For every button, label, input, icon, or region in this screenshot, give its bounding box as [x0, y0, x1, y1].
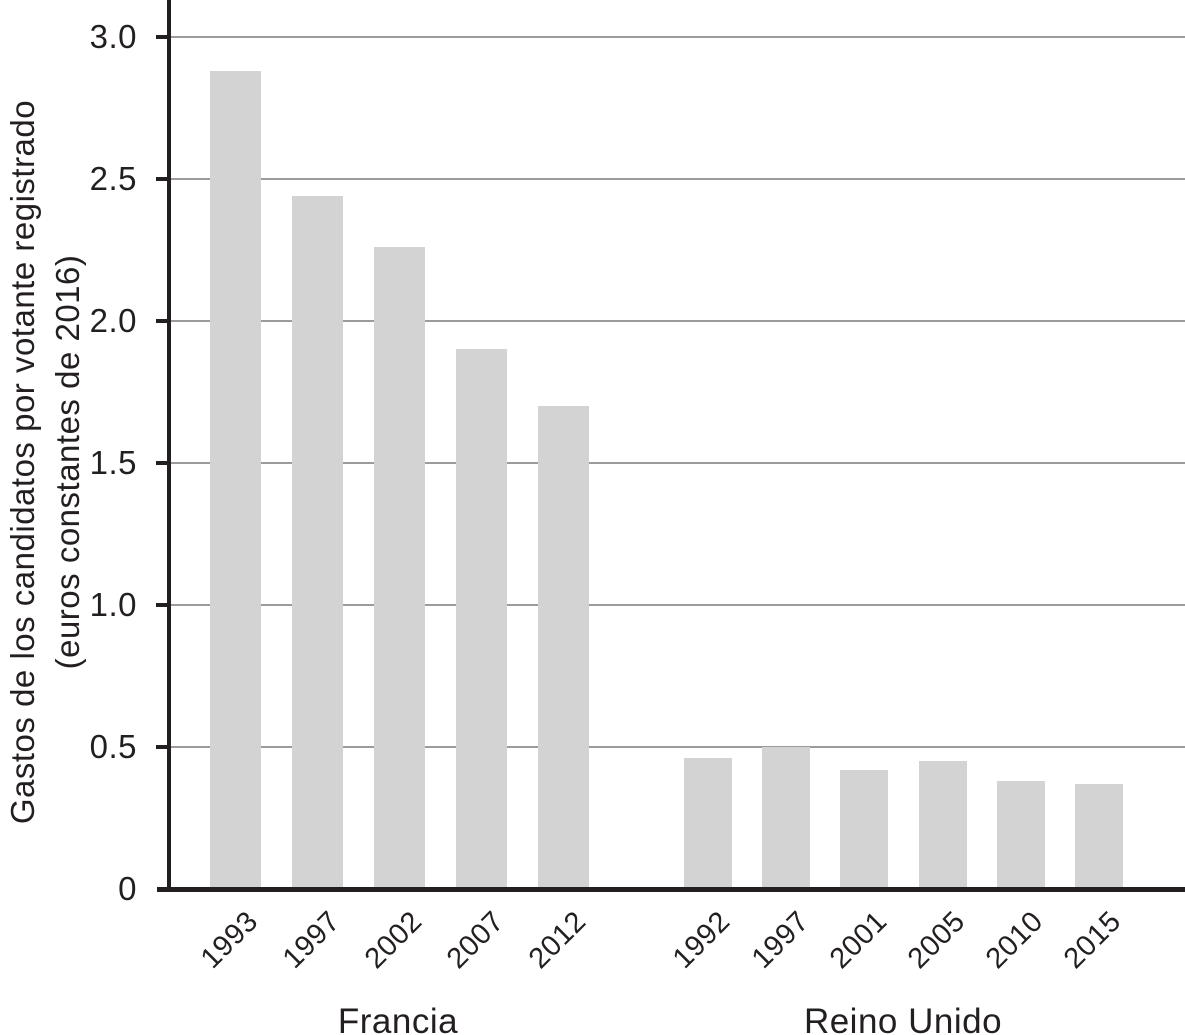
x-tick-label-1997: 1997 [276, 905, 347, 975]
bar-francia-1993 [210, 71, 261, 889]
bar-reino-unido-2010 [996, 781, 1045, 889]
bar-francia-1997 [292, 196, 343, 889]
gridline-1.5 [171, 462, 1185, 464]
x-tick-label-2002: 2002 [358, 905, 429, 975]
x-tick-label-2015: 2015 [1058, 905, 1128, 975]
y-tick-label: 2.0 [89, 302, 137, 339]
bar-reino-unido-1997 [762, 747, 811, 889]
group-label-reino-unido: Reino Unido [803, 1002, 1003, 1035]
x-tick-label-1997: 1997 [745, 905, 816, 975]
y-tick-label: 0 [118, 870, 137, 907]
bar-francia-2012 [538, 406, 589, 889]
gridline-2.5 [171, 178, 1185, 180]
y-axis-title-line1: Gastos de los candidatos por votante reg… [4, 99, 41, 825]
x-tick-label-2007: 2007 [440, 905, 511, 975]
y-tick-label: 2.5 [89, 160, 137, 197]
x-tick-label-2012: 2012 [522, 905, 593, 975]
bar-reino-unido-2005 [918, 761, 967, 889]
x-tick-label-2005: 2005 [901, 905, 972, 975]
y-tick-label: 3.0 [89, 18, 137, 55]
gridline-1.0 [171, 604, 1185, 606]
y-tick-label: 0.5 [89, 728, 137, 765]
bar-reino-unido-2001 [840, 769, 889, 889]
y-tick-label: 1.5 [89, 444, 137, 481]
y-tick-mark-1.0 [156, 603, 171, 607]
y-tick-label: 1.0 [89, 586, 137, 623]
y-tick-mark-1.5 [156, 461, 171, 465]
x-tick-label-1992: 1992 [667, 905, 737, 975]
x-axis-line [157, 887, 1185, 892]
gridline-0.5 [171, 746, 1185, 748]
bar-reino-unido-1992 [684, 758, 732, 889]
y-axis-title-line2: (euros constantes de 2016) [49, 254, 86, 670]
x-tick-label-2010: 2010 [980, 905, 1050, 975]
y-tick-mark-0.5 [156, 745, 171, 749]
y-tick-mark-3.0 [156, 35, 171, 39]
y-tick-mark-2.5 [156, 177, 171, 181]
bar-francia-2002 [374, 247, 425, 889]
bar-reino-unido-2015 [1075, 783, 1123, 889]
y-axis-line [167, 0, 171, 891]
group-label-francia: Francia [337, 1002, 459, 1035]
y-tick-mark-2.0 [156, 319, 171, 323]
gridline-3.0 [171, 36, 1185, 38]
y-axis-title: Gastos de los candidatos por votante reg… [0, 100, 90, 824]
x-tick-label-2001: 2001 [823, 905, 894, 975]
x-tick-label-1993: 1993 [194, 905, 265, 975]
bar-francia-2007 [456, 349, 507, 889]
gridline-2.0 [171, 320, 1185, 322]
